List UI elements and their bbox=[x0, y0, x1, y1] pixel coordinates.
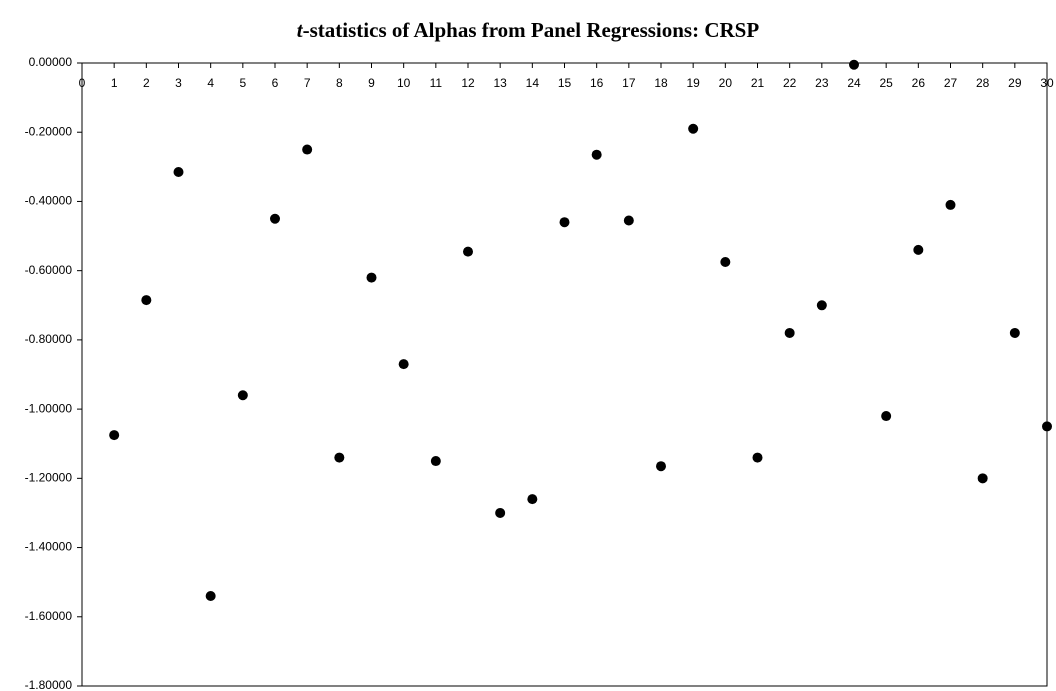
y-tick-label: -1.00000 bbox=[25, 401, 73, 415]
y-tick-label: -0.20000 bbox=[25, 124, 73, 138]
point bbox=[430, 456, 441, 467]
y-tick-label: -1.40000 bbox=[25, 540, 73, 554]
x-tick-label: 28 bbox=[976, 76, 990, 90]
x-tick-label: 21 bbox=[751, 76, 765, 90]
point bbox=[205, 591, 216, 602]
chart-title: t-statistics of Alphas from Panel Regres… bbox=[297, 18, 760, 42]
point bbox=[366, 272, 377, 283]
x-tick-label: 17 bbox=[622, 76, 636, 90]
point bbox=[495, 507, 506, 518]
point bbox=[816, 300, 827, 311]
x-tick-label: 3 bbox=[175, 76, 182, 90]
x-tick-label: 1 bbox=[111, 76, 118, 90]
x-tick-label: 5 bbox=[239, 76, 246, 90]
plot-frame bbox=[81, 62, 1048, 687]
x-tick-label: 13 bbox=[493, 76, 507, 90]
x-tick-label: 11 bbox=[430, 76, 443, 90]
y-tick-label: -0.40000 bbox=[25, 194, 73, 208]
x-tick-label: 12 bbox=[461, 76, 475, 90]
point bbox=[398, 359, 409, 370]
y-tick-label: -1.60000 bbox=[25, 609, 73, 623]
x-tick-label: 25 bbox=[879, 76, 893, 90]
title-italic: t bbox=[297, 18, 304, 42]
x-tick-label: 22 bbox=[783, 76, 797, 90]
x-tick-label: 8 bbox=[336, 76, 343, 90]
point bbox=[559, 217, 570, 228]
point bbox=[141, 295, 152, 306]
point bbox=[109, 430, 120, 441]
x-tick-label: 16 bbox=[590, 76, 604, 90]
point bbox=[463, 246, 473, 257]
point bbox=[881, 411, 892, 422]
x-tick-label: 20 bbox=[719, 76, 733, 90]
x-tick-label: 29 bbox=[1008, 76, 1022, 90]
point bbox=[752, 452, 763, 463]
x-tick-label: 4 bbox=[207, 76, 214, 90]
point bbox=[784, 327, 795, 338]
point bbox=[945, 199, 956, 210]
x-tick-label: 6 bbox=[272, 76, 279, 90]
x-tick-label: 7 bbox=[304, 76, 311, 90]
point bbox=[334, 452, 345, 463]
point bbox=[173, 167, 184, 178]
point bbox=[913, 244, 924, 255]
title-text: -statistics of Alphas from Panel Regress… bbox=[303, 18, 760, 42]
point bbox=[656, 461, 666, 472]
point bbox=[302, 144, 313, 155]
point bbox=[977, 473, 988, 484]
x-tick-label: 19 bbox=[686, 76, 700, 90]
point bbox=[1042, 421, 1052, 432]
point bbox=[623, 215, 634, 226]
point bbox=[237, 390, 248, 401]
y-tick-label: -0.80000 bbox=[25, 332, 73, 346]
x-tick-label: 0 bbox=[79, 76, 86, 90]
x-tick-label: 24 bbox=[847, 76, 861, 90]
point bbox=[849, 59, 859, 70]
y-tick-label: 0.00000 bbox=[29, 55, 73, 69]
point bbox=[1009, 327, 1020, 338]
point bbox=[591, 149, 602, 160]
y-tick-label: -1.20000 bbox=[25, 471, 73, 485]
x-tick-label: 14 bbox=[526, 76, 540, 90]
point bbox=[527, 494, 538, 505]
x-tick-label: 26 bbox=[912, 76, 926, 90]
point bbox=[720, 257, 731, 268]
x-tick-label: 15 bbox=[558, 76, 572, 90]
x-tick-label: 23 bbox=[815, 76, 829, 90]
x-tick-label: 30 bbox=[1040, 76, 1054, 90]
x-tick-label: 2 bbox=[143, 76, 150, 90]
point bbox=[270, 213, 280, 224]
x-tick-label: 27 bbox=[944, 76, 958, 90]
y-tick-label: -0.60000 bbox=[25, 263, 73, 277]
y-tick-label: -1.80000 bbox=[25, 678, 73, 691]
x-tick-label: 9 bbox=[368, 76, 375, 90]
point bbox=[688, 123, 699, 134]
x-tick-label: 10 bbox=[397, 76, 411, 90]
x-tick-label: 18 bbox=[654, 76, 668, 90]
